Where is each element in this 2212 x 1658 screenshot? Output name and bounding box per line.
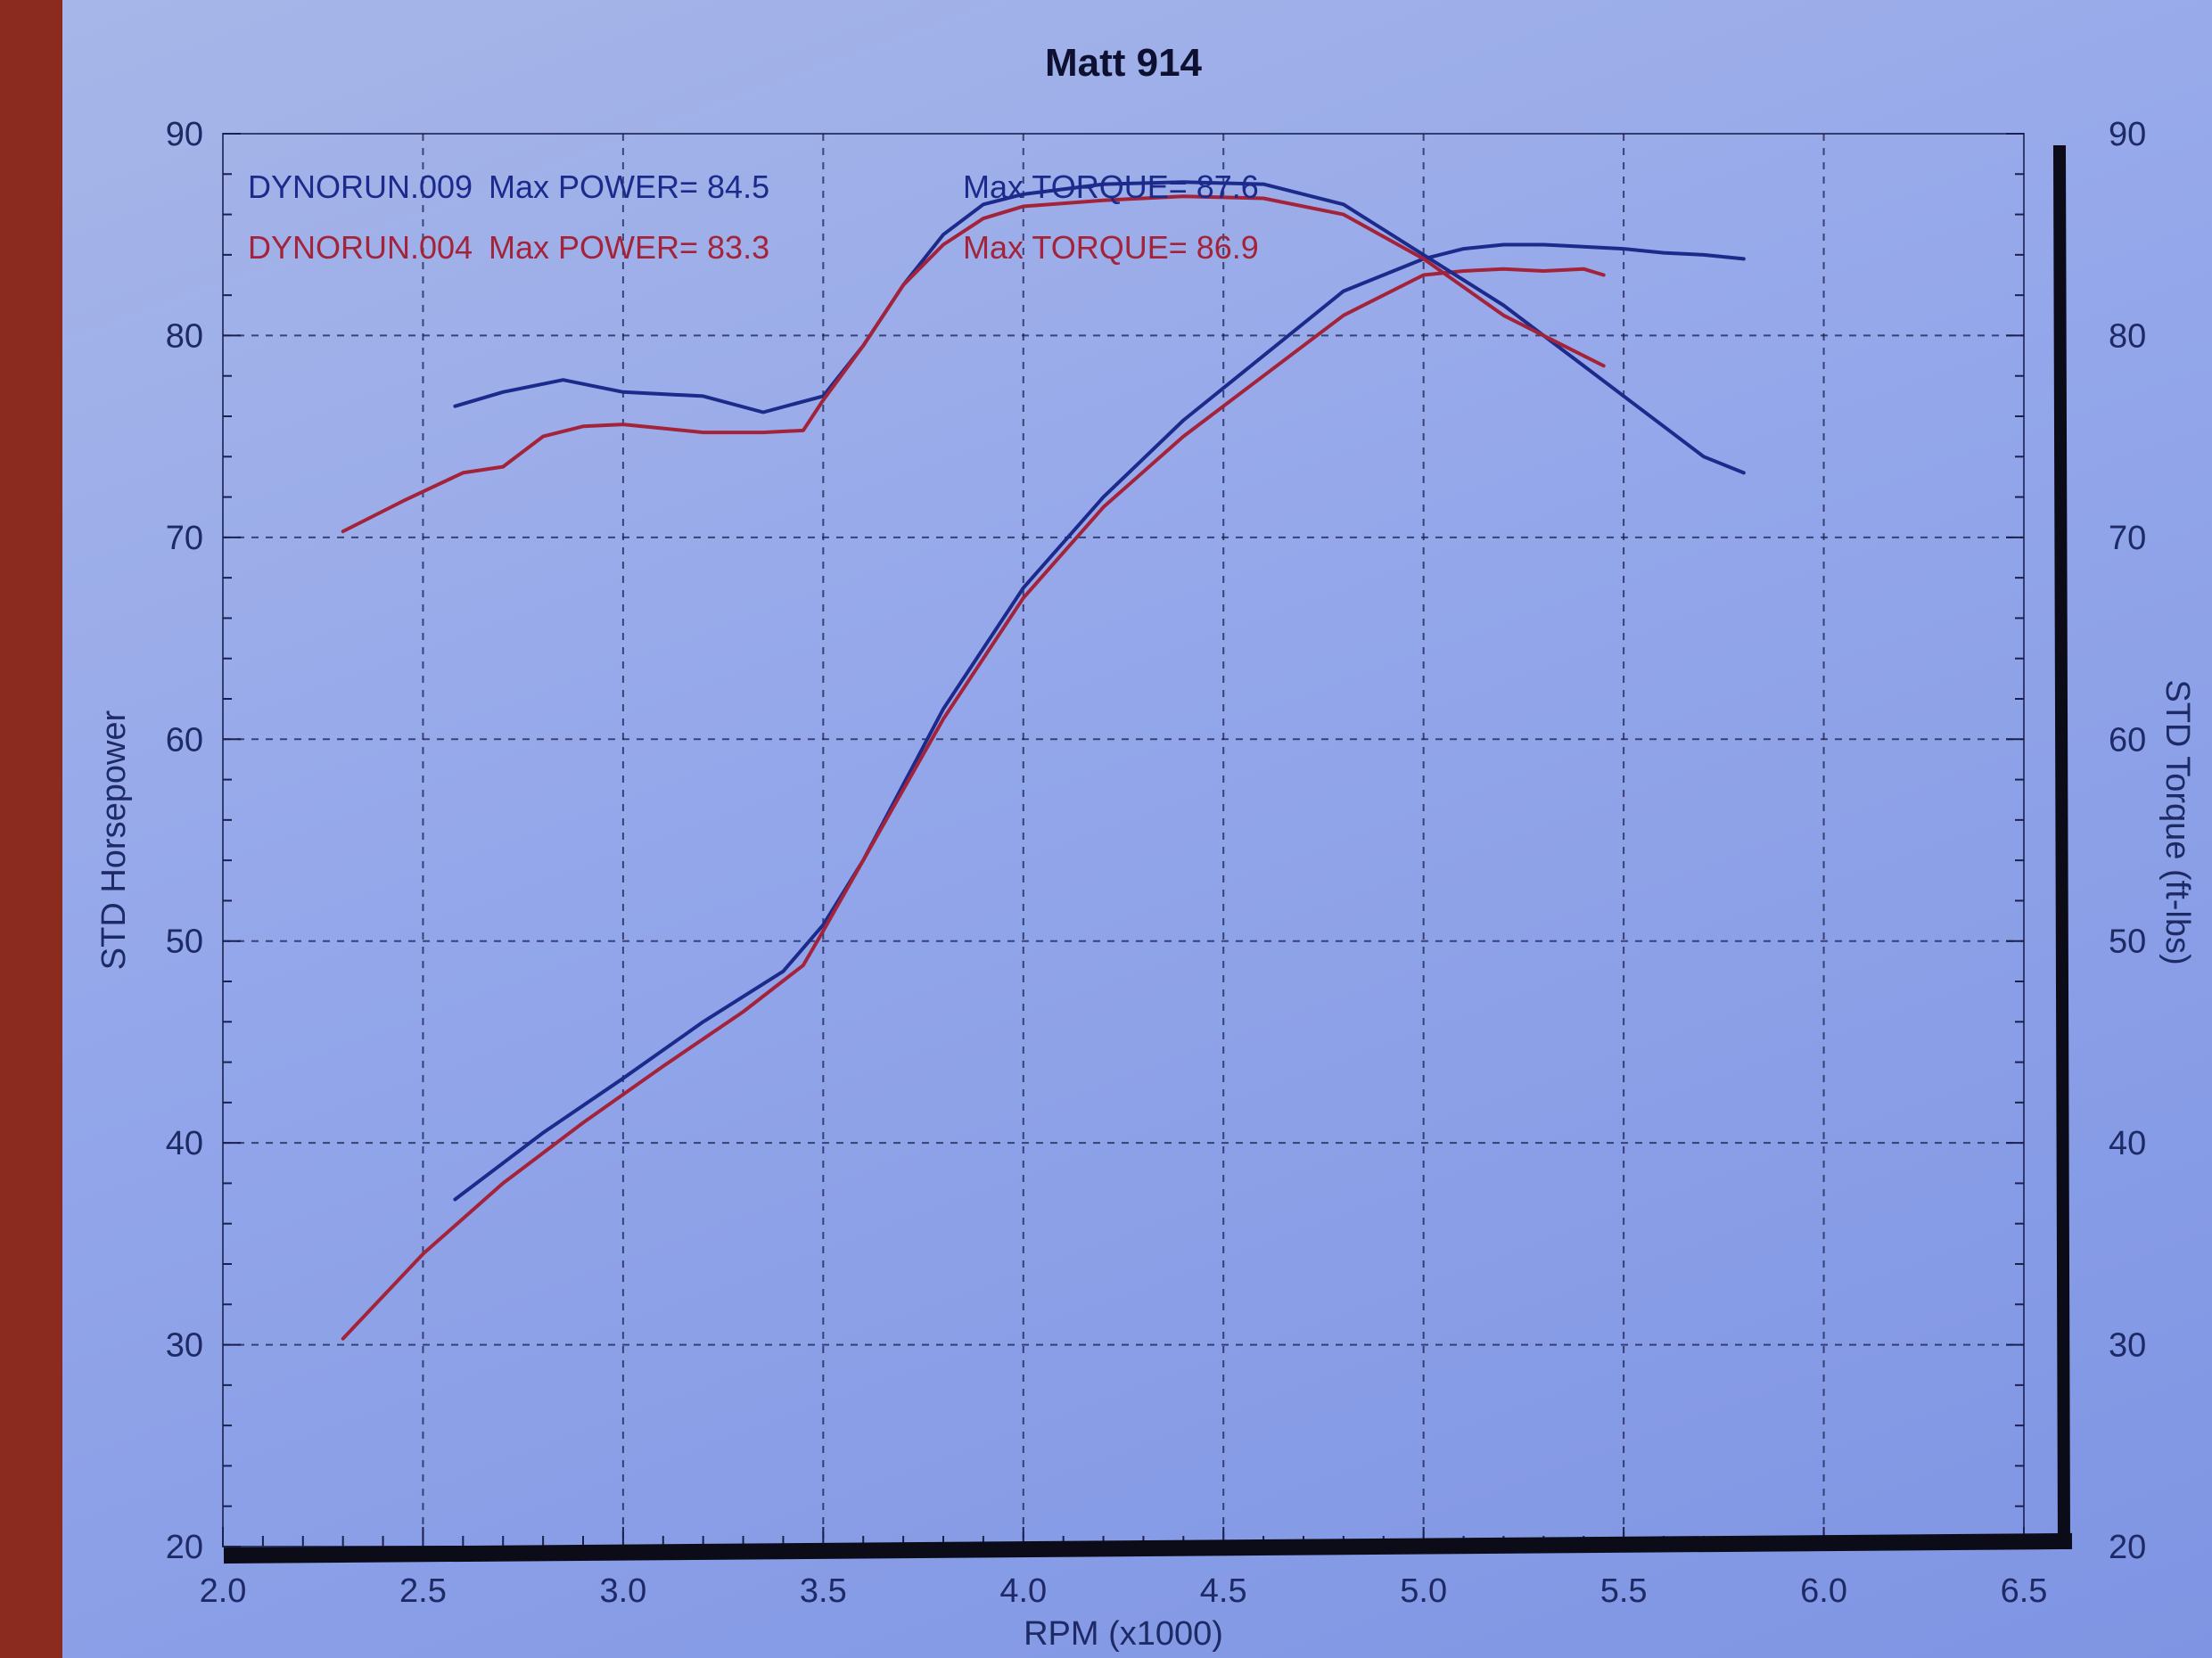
y-left-tick-label: 80: [166, 317, 203, 355]
x-tick-label: 2.0: [200, 1572, 247, 1610]
series-line-dynorun-004-torque: [341, 194, 1606, 534]
x-axis-label: RPM (x1000): [1024, 1615, 1223, 1653]
y-left-tick-label: 90: [166, 116, 203, 153]
dyno-chart-paper: 2.0 2.5 3.0 3.5 4.0 4.5 5.0 5.5 6.0 6.5 20 30 40 50 60…: [62, 0, 2212, 1658]
legend-max-power: Max POWER= 83.3: [489, 229, 769, 266]
dyno-chart: 2.0 2.5 3.0 3.5 4.0 4.5 5.0 5.5 6.0 6.5 20 30 40 50 60…: [95, 41, 2196, 1653]
y-left-tick-label: 60: [166, 721, 203, 759]
x-tick-label: 4.0: [999, 1572, 1047, 1610]
series-line-dynorun-004-power: [341, 267, 1606, 1341]
y-right-tick-label: 40: [2109, 1125, 2146, 1162]
y-right-tick-label: 60: [2109, 721, 2146, 759]
series-line-dynorun-009-power: [453, 242, 1746, 1202]
chart-title: Matt 914: [1045, 41, 1203, 85]
x-tick-label: 5.0: [1400, 1572, 1447, 1610]
legend-max-torque: Max TORQUE= 87.6: [963, 168, 1259, 205]
y-right-tick-label: 50: [2109, 923, 2146, 961]
x-tick-label: 2.5: [399, 1572, 447, 1610]
y-right-tick-label: 90: [2109, 116, 2146, 153]
series-line-dynorun-009-torque: [453, 180, 1746, 475]
legend-run-name: DYNORUN.004: [248, 229, 473, 266]
x-axis-bar: [223, 1532, 2073, 1564]
x-tick-label: 5.5: [1600, 1572, 1648, 1610]
y-left-tick-label: 50: [166, 923, 203, 961]
y-right-tick-label: 20: [2109, 1529, 2146, 1566]
y-left-tick-label: 40: [166, 1125, 203, 1162]
y-axis-left-label: STD Horsepower: [95, 710, 133, 970]
y-axis-right-label: STD Torque (ft-lbs): [2159, 679, 2196, 964]
y-left-tick-label: 70: [166, 520, 203, 557]
y-right-tick-label: 80: [2109, 317, 2146, 355]
y-left-tick-label: 30: [166, 1327, 203, 1365]
x-tick-label: 3.5: [800, 1572, 847, 1610]
x-tick-label: 3.0: [599, 1572, 646, 1610]
y-right-tick-label: 70: [2109, 520, 2146, 557]
legend-run-name: DYNORUN.009: [248, 168, 473, 205]
x-tick-label: 6.0: [1800, 1572, 1847, 1610]
y-left-tick-label: 20: [166, 1529, 203, 1566]
x-tick-label: 4.5: [1200, 1572, 1247, 1610]
legend-max-torque: Max TORQUE= 86.9: [963, 229, 1259, 266]
plot-frame: [222, 133, 2025, 1547]
y-right-tick-label: 30: [2109, 1327, 2146, 1365]
legend-max-power: Max POWER= 84.5: [489, 168, 769, 205]
x-tick-label: 6.5: [2001, 1572, 2048, 1610]
y-axis-right-bar: [2052, 144, 2071, 1550]
